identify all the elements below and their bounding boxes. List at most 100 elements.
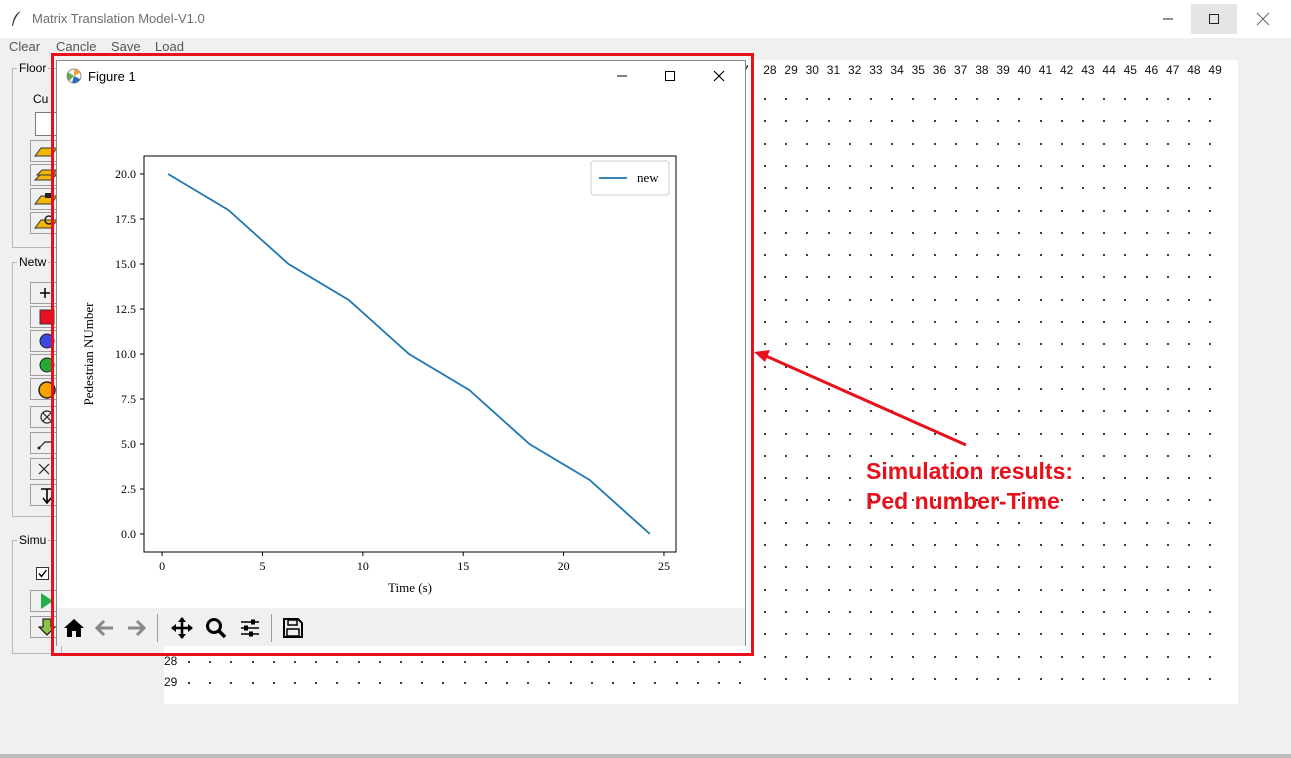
grid-dot <box>378 661 381 663</box>
grid-dot <box>1188 276 1190 279</box>
grid-dot <box>654 682 657 684</box>
grid-dot <box>1145 98 1148 100</box>
x-tick-label: 25 <box>658 559 670 573</box>
home-icon <box>64 619 84 637</box>
grid-dot <box>1039 209 1042 212</box>
grid-dot <box>1103 610 1106 613</box>
grid-dot <box>421 661 424 663</box>
grid-dot <box>1124 633 1127 636</box>
grid-dot <box>912 566 915 569</box>
save-figure-button[interactable] <box>279 614 307 642</box>
grid-dot <box>1124 120 1127 123</box>
grid-dot <box>336 661 339 663</box>
menu-load[interactable]: Load <box>155 39 184 54</box>
pan-button[interactable] <box>168 614 196 642</box>
grid-dot <box>1166 343 1169 346</box>
grid-dot <box>1209 254 1212 257</box>
grid-dot <box>976 231 978 234</box>
grid-dot <box>870 254 872 257</box>
menu-cancle[interactable]: Cancle <box>56 39 97 54</box>
grid-dot <box>912 410 915 413</box>
grid-dot <box>870 566 872 569</box>
grid-dot <box>997 343 1000 346</box>
grid-dot <box>870 544 872 546</box>
forward-button[interactable] <box>122 614 150 642</box>
maximize-button[interactable] <box>1191 4 1237 34</box>
grid-dot <box>1060 387 1063 390</box>
forward-icon <box>128 619 147 637</box>
grid-dot <box>806 298 809 301</box>
grid-dot <box>1145 231 1148 234</box>
grid-dot <box>891 298 894 301</box>
grid-dot <box>891 209 894 212</box>
grid-dot <box>1103 276 1106 279</box>
grid-dot <box>1018 432 1021 435</box>
grid-dot <box>997 655 1000 658</box>
line-chart: 0 5 10 15 20 25 0.0 2.5 5.0 7.5 10.0 12.5 15.0 17.5 20… <box>81 155 677 595</box>
grid-dot <box>848 499 851 502</box>
grid-dot <box>1166 164 1169 167</box>
x-tick-label: 10 <box>357 559 369 573</box>
grid-dot <box>1039 231 1042 234</box>
grid-dot <box>1209 209 1212 212</box>
close-button[interactable] <box>1240 4 1286 34</box>
grid-dot <box>764 231 766 234</box>
grid-dot <box>590 682 593 684</box>
grid-dot <box>976 254 978 257</box>
grid-dot <box>764 164 766 167</box>
grid-column-label: 43 <box>1081 63 1095 77</box>
grid-dot <box>1082 633 1084 636</box>
back-button[interactable] <box>91 614 119 642</box>
grid-dot <box>1082 120 1084 123</box>
grid-dot <box>1188 499 1190 502</box>
grid-dot <box>1103 321 1106 323</box>
network-group-title: Netw <box>17 255 49 269</box>
grid-dot <box>997 120 1000 123</box>
figure-maximize-button[interactable] <box>658 65 682 87</box>
grid-dot <box>976 454 978 457</box>
grid-dot <box>484 682 487 684</box>
grid-dot <box>764 610 766 613</box>
grid-dot <box>1209 566 1212 569</box>
grid-dot <box>912 120 915 123</box>
grid-dot <box>1082 387 1084 390</box>
grid-dot <box>848 677 851 680</box>
grid-dot <box>827 164 830 167</box>
grid-dot <box>1039 677 1042 680</box>
grid-dot <box>954 120 957 123</box>
figure-close-button[interactable] <box>707 65 731 87</box>
grid-dot <box>1124 521 1127 524</box>
floor-input[interactable] <box>35 112 59 136</box>
grid-dot <box>1018 298 1021 301</box>
simulation-checkbox[interactable] <box>36 567 49 580</box>
grid-dot <box>827 633 830 636</box>
menu-clear[interactable]: Clear <box>9 39 41 54</box>
grid-dot <box>933 633 936 636</box>
grid-dot <box>1060 610 1063 613</box>
grid-dot <box>848 655 851 658</box>
grid-dot <box>785 499 788 502</box>
grid-dot <box>1124 187 1127 190</box>
grid-dot <box>764 454 766 457</box>
grid-dot <box>827 142 830 145</box>
grid-dot <box>976 387 978 390</box>
grid-dot <box>806 655 809 658</box>
configure-button[interactable] <box>236 614 264 642</box>
grid-dot <box>891 454 894 457</box>
grid-dot <box>912 254 915 257</box>
grid-column-label: 46 <box>1144 63 1159 77</box>
home-button[interactable] <box>60 614 88 642</box>
grid-dot <box>463 682 466 684</box>
grid-dot <box>1103 410 1106 413</box>
figure-minimize-button[interactable] <box>610 65 634 87</box>
grid-dot <box>1188 410 1190 413</box>
grid-dot <box>1039 276 1042 279</box>
grid-column-label: 29 <box>784 63 798 77</box>
grid-dot <box>1018 321 1021 323</box>
grid-dot <box>912 298 915 301</box>
zoom-button[interactable] <box>202 614 230 642</box>
minimize-button[interactable] <box>1145 4 1191 34</box>
grid-dot <box>848 142 851 145</box>
grid-dot <box>1018 164 1021 167</box>
menu-save[interactable]: Save <box>111 39 141 54</box>
